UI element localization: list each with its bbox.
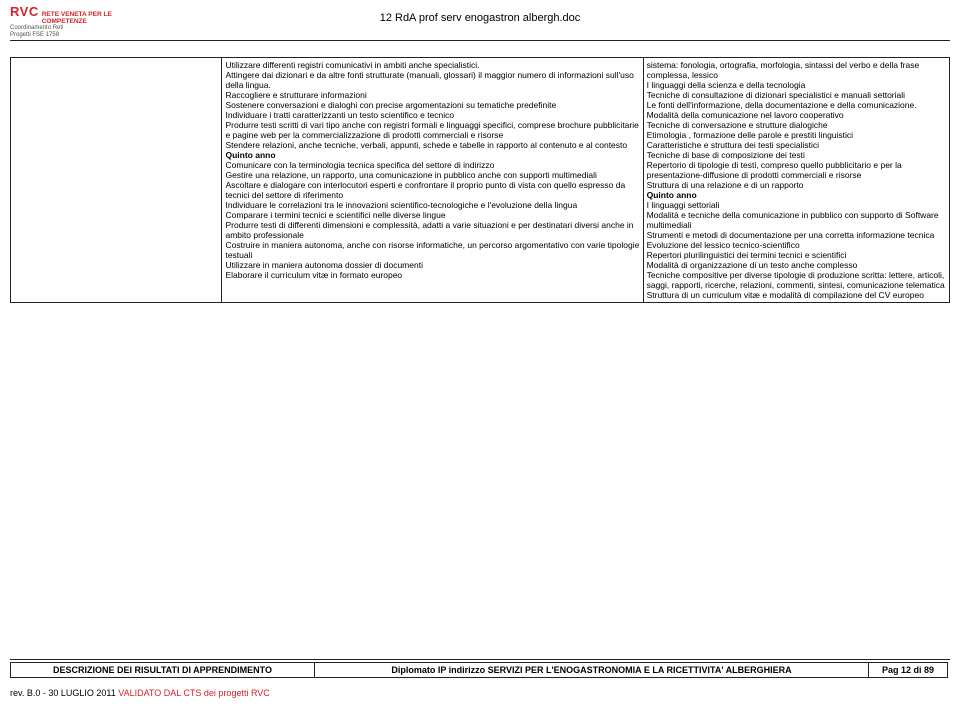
revision-line: rev. B.0 - 30 LUGLIO 2011 VALIDATO DAL C…: [10, 688, 270, 698]
logo-sub2: Progetti FSE 1758: [10, 32, 112, 39]
page: RVC RETE VENETA PER LE COMPETENZE Coordi…: [0, 0, 960, 708]
col-c: sistema: fonologia, ortografia, morfolog…: [643, 58, 949, 303]
rev-black: rev. B.0 - 30 LUGLIO 2011: [10, 688, 118, 698]
col-b: Utilizzare differenti registri comunicat…: [222, 58, 643, 303]
rev-red: VALIDATO DAL CTS dei progetti RVC: [118, 688, 270, 698]
footer-table: DESCRIZIONE DEI RISULTATI DI APPRENDIMEN…: [10, 662, 948, 678]
divider-bottom: [10, 659, 950, 660]
divider-top: [10, 40, 950, 41]
footer-c: Pag 12 di 89: [869, 663, 948, 678]
footer-b: Diplomato IP indirizzo SERVIZI PER L'ENO…: [315, 663, 869, 678]
footer-a: DESCRIZIONE DEI RISULTATI DI APPRENDIMEN…: [11, 663, 315, 678]
col-a: [11, 58, 222, 303]
page-title: 12 RdA prof serv enogastron albergh.doc: [0, 12, 960, 24]
content-table: Utilizzare differenti registri comunicat…: [10, 57, 950, 303]
logo-sub1: Coordinamento Reti: [10, 25, 112, 32]
